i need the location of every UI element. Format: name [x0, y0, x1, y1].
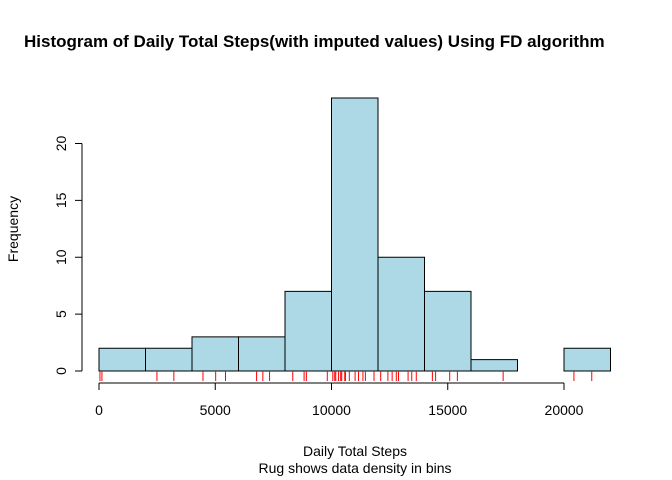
y-tick-label: 0	[53, 367, 69, 375]
y-tick-label: 5	[53, 310, 69, 318]
x-axis-label: Daily Total Steps	[303, 443, 407, 459]
y-tick-label: 15	[53, 192, 69, 208]
x-axis-sublabel: Rug shows data density in bins	[259, 460, 452, 476]
histogram-bar	[145, 347, 193, 372]
x-tick-label: 10000	[312, 402, 351, 418]
y-axis: 0 5 10 15 20	[53, 136, 83, 375]
histogram-bar	[98, 347, 146, 372]
rug-group	[99, 371, 593, 381]
histogram-bar	[563, 347, 611, 372]
histogram-bar	[377, 256, 425, 372]
x-tick-label: 20000	[545, 402, 584, 418]
x-tick-label: 0	[95, 402, 103, 418]
bars-group	[98, 97, 611, 372]
y-tick-label: 20	[53, 136, 69, 152]
histogram-bar	[470, 359, 518, 372]
y-axis-label: Frequency	[5, 196, 21, 262]
y-tick-label: 10	[53, 249, 69, 265]
chart-title: Histogram of Daily Total Steps(with impu…	[24, 32, 605, 51]
histogram-bar	[424, 290, 472, 372]
histogram-bar	[238, 336, 286, 372]
histogram-bar	[331, 97, 379, 372]
x-axis: 0 5000 10000 15000 20000	[95, 382, 584, 418]
x-tick-label: 5000	[200, 402, 231, 418]
x-tick-label: 15000	[428, 402, 467, 418]
histogram-bar	[284, 290, 332, 372]
histogram-bar	[191, 336, 239, 372]
